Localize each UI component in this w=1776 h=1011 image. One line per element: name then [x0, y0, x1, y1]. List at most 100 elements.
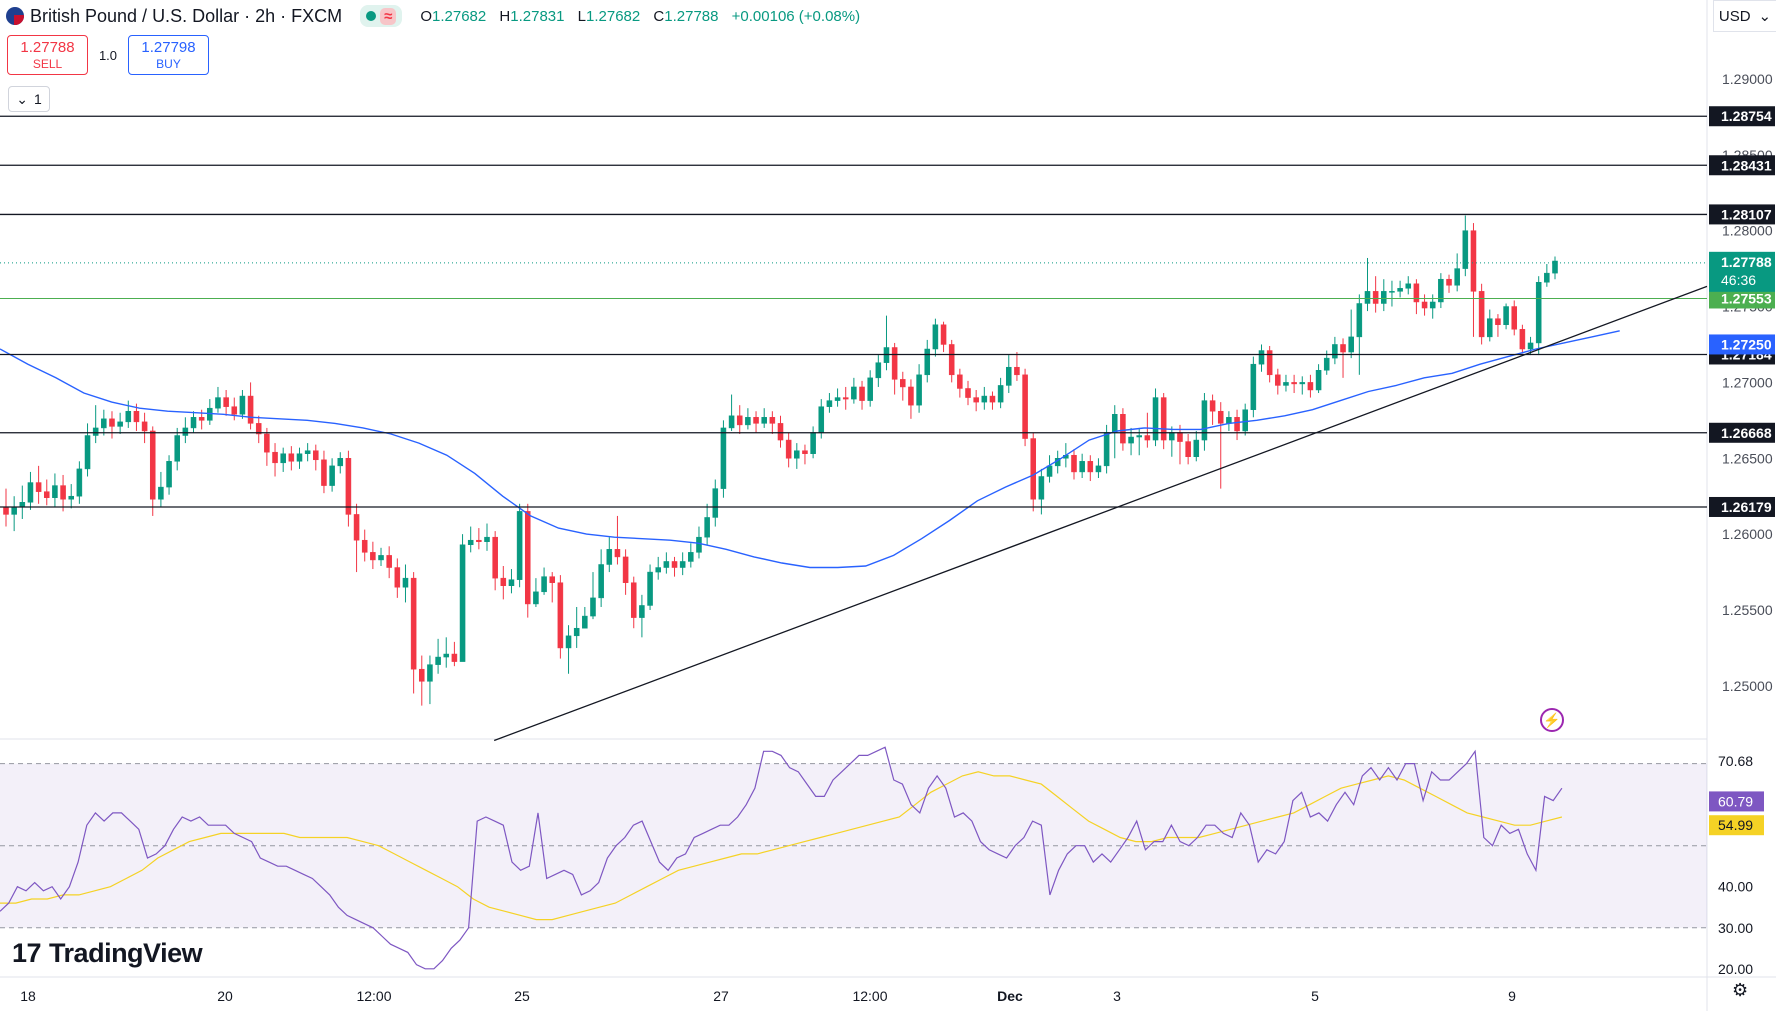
- candle-body[interactable]: [1299, 382, 1306, 385]
- price-pane[interactable]: [0, 115, 1708, 742]
- candle-body[interactable]: [1005, 366, 1012, 386]
- candle-body[interactable]: [101, 418, 107, 429]
- candle-body[interactable]: [957, 374, 963, 389]
- candle-body[interactable]: [647, 571, 653, 606]
- candle-body[interactable]: [125, 410, 132, 423]
- candle-body[interactable]: [419, 668, 425, 682]
- candle-body[interactable]: [1315, 370, 1322, 391]
- candle-body[interactable]: [1193, 439, 1200, 458]
- candle-body[interactable]: [1144, 435, 1151, 441]
- candle-body[interactable]: [582, 615, 588, 629]
- candle-body[interactable]: [1201, 400, 1208, 441]
- candle-body[interactable]: [728, 415, 735, 429]
- candle-body[interactable]: [663, 561, 670, 568]
- candle-body[interactable]: [174, 435, 180, 462]
- candle-body[interactable]: [875, 362, 882, 379]
- candle-body[interactable]: [1364, 291, 1371, 304]
- candle-body[interactable]: [386, 555, 392, 568]
- candle-body[interactable]: [826, 400, 833, 407]
- candle-body[interactable]: [410, 577, 417, 670]
- candle-body[interactable]: [948, 344, 955, 376]
- candle-body[interactable]: [1405, 283, 1412, 289]
- layout-toggle-button[interactable]: ⌄ 1: [8, 86, 50, 112]
- candle-body[interactable]: [345, 458, 352, 515]
- candle-body[interactable]: [1103, 432, 1110, 467]
- candle-body[interactable]: [1014, 366, 1020, 376]
- candle-body[interactable]: [1429, 301, 1436, 309]
- candle-body[interactable]: [598, 564, 604, 599]
- candle-body[interactable]: [777, 423, 784, 441]
- quantity-field[interactable]: 1.0: [98, 47, 118, 63]
- sell-button[interactable]: 1.27788 SELL: [7, 35, 88, 75]
- candle-body[interactable]: [1283, 382, 1289, 386]
- candle-body[interactable]: [842, 397, 849, 400]
- candle-body[interactable]: [1478, 291, 1485, 338]
- candle-body[interactable]: [989, 395, 996, 403]
- candle-body[interactable]: [704, 517, 710, 538]
- candle-body[interactable]: [851, 386, 857, 400]
- candle-body[interactable]: [402, 577, 409, 588]
- candle-body[interactable]: [1332, 344, 1338, 359]
- candle-body[interactable]: [1128, 436, 1134, 444]
- candle-body[interactable]: [215, 397, 221, 409]
- candle-body[interactable]: [1446, 278, 1452, 286]
- candle-body[interactable]: [1185, 441, 1191, 458]
- candle-body[interactable]: [1046, 465, 1053, 477]
- candle-body[interactable]: [639, 605, 645, 618]
- candle-body[interactable]: [671, 561, 678, 568]
- candle-body[interactable]: [158, 486, 164, 500]
- candle-body[interactable]: [3, 506, 9, 515]
- candle-body[interactable]: [370, 552, 376, 561]
- candle-body[interactable]: [337, 458, 344, 467]
- candle-body[interactable]: [1487, 318, 1493, 338]
- candle-body[interactable]: [1120, 414, 1126, 444]
- candle-body[interactable]: [427, 664, 433, 682]
- candle-body[interactable]: [133, 410, 140, 423]
- candle-body[interactable]: [606, 549, 613, 565]
- candle-body[interactable]: [590, 597, 596, 617]
- candle-body[interactable]: [68, 495, 74, 500]
- rsi-line[interactable]: [0, 746, 1563, 970]
- candle-body[interactable]: [1087, 461, 1094, 473]
- candle-body[interactable]: [785, 439, 792, 459]
- candle-body[interactable]: [508, 579, 515, 586]
- candle-body[interactable]: [1136, 435, 1142, 438]
- candle-body[interactable]: [1217, 410, 1224, 424]
- candle-body[interactable]: [736, 415, 743, 426]
- candle-body[interactable]: [1454, 268, 1460, 286]
- candle-body[interactable]: [476, 539, 482, 542]
- candle-body[interactable]: [1258, 350, 1265, 365]
- candle-body[interactable]: [239, 395, 246, 415]
- candle-body[interactable]: [1462, 230, 1469, 269]
- candle-body[interactable]: [1266, 350, 1273, 376]
- candle-body[interactable]: [900, 379, 906, 388]
- candle-body[interactable]: [1397, 288, 1403, 292]
- candle-body[interactable]: [19, 502, 26, 508]
- candle-body[interactable]: [394, 567, 401, 588]
- candle-body[interactable]: [712, 488, 719, 518]
- candle-body[interactable]: [565, 635, 572, 649]
- candle-body[interactable]: [443, 653, 450, 658]
- candle-body[interactable]: [492, 536, 498, 579]
- candle-body[interactable]: [557, 582, 564, 649]
- candle-body[interactable]: [1242, 409, 1248, 432]
- tradingview-logo[interactable]: 17 TradingView: [12, 938, 203, 969]
- candle-body[interactable]: [761, 417, 767, 424]
- candle-body[interactable]: [109, 418, 115, 427]
- candle-body[interactable]: [614, 549, 621, 558]
- candle-body[interactable]: [655, 567, 661, 573]
- candle-body[interactable]: [908, 386, 914, 406]
- candle-body[interactable]: [745, 417, 751, 426]
- candle-body[interactable]: [304, 450, 311, 454]
- symbol-title[interactable]: British Pound / U.S. Dollar · 2h · FXCM: [30, 5, 343, 26]
- candle-body[interactable]: [622, 556, 629, 583]
- candle-body[interactable]: [973, 397, 979, 403]
- gear-icon[interactable]: ⚙: [1732, 980, 1749, 1000]
- candle-body[interactable]: [1438, 278, 1444, 303]
- candle-body[interactable]: [1250, 363, 1257, 410]
- candle-body[interactable]: [500, 577, 507, 586]
- candle-body[interactable]: [688, 552, 694, 562]
- candle-body[interactable]: [834, 397, 841, 401]
- rsi-pane[interactable]: [0, 746, 1707, 970]
